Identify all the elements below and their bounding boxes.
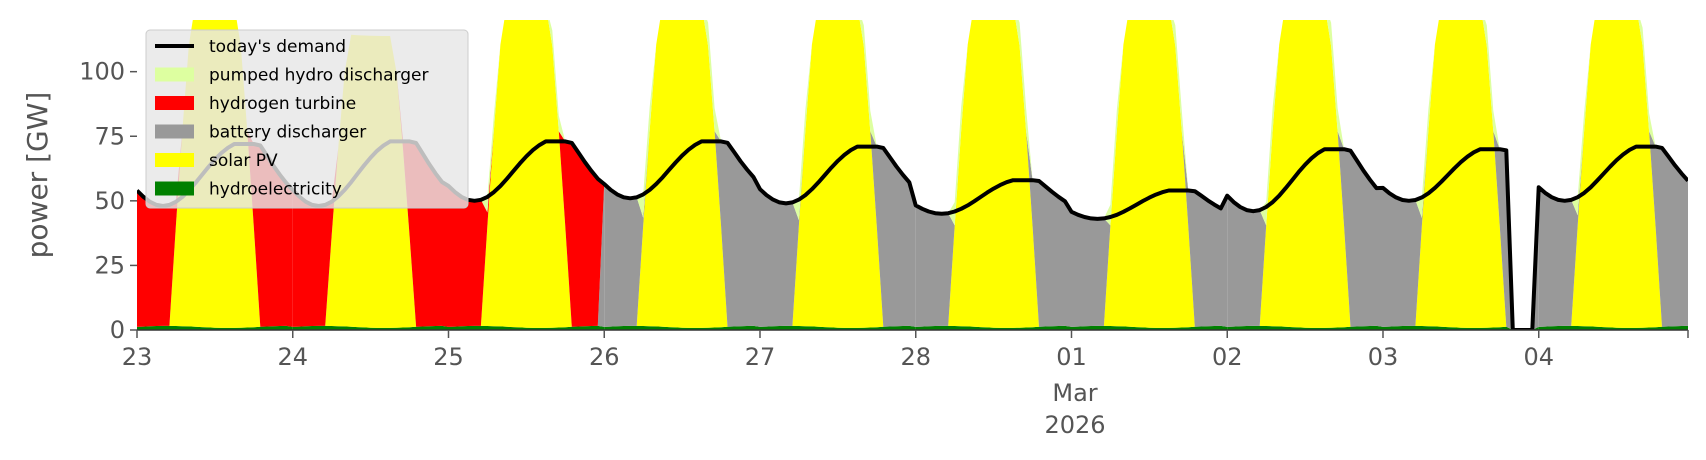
x-tick-label-01: 01 (1056, 343, 1087, 371)
area-solar-pv-2026-02-28 (915, 20, 1072, 328)
legend-label-solar-pv: solar PV (209, 151, 278, 171)
x-tick-label-28: 28 (900, 343, 931, 371)
legend-label-hydroelectricity: hydroelectricity (209, 180, 342, 200)
legend-swatch-hydrogen-turbine (155, 96, 194, 110)
legend-label-hydrogen-turbine: hydrogen turbine (209, 94, 356, 114)
area-hydroelectricity-2026-03-02 (1227, 325, 1383, 330)
area-solar-pv-2026-02-26 (604, 20, 760, 328)
x-tick-label-26: 26 (589, 343, 620, 371)
y-tick-label-25: 25 (94, 251, 125, 279)
area-hydroelectricity-2026-02-26 (604, 325, 760, 330)
area-solar-pv-2026-03-01 (1071, 20, 1228, 328)
legend-swatch-hydroelectricity (155, 181, 194, 196)
legend-swatch-battery-discharger (155, 124, 194, 139)
area-hydroelectricity-2026-02-24 (292, 325, 449, 330)
area-solar-pv-2026-03-03 (1383, 20, 1539, 330)
y-axis: 0 25 50 75 100 (79, 58, 137, 344)
area-hydroelectricity-2026-03-04 (1538, 325, 1688, 330)
legend-label-pumped-hydro-discharger: pumped hydro discharger (209, 66, 428, 86)
y-tick-label-100: 100 (79, 58, 125, 86)
area-battery-discharger-2026-02-28 (915, 20, 1072, 327)
area-battery-discharger-2026-03-01 (1071, 20, 1228, 327)
x-tick-label-03: 03 (1368, 343, 1399, 371)
legend-swatch-pumped-hydro-discharger (155, 67, 194, 82)
area-solar-pv-2026-02-25 (448, 20, 605, 328)
legend-label-battery-discharger: battery discharger (209, 123, 366, 143)
x-tick-label-24: 24 (277, 343, 308, 371)
y-tick-label-0: 0 (110, 316, 125, 344)
legend-swatch-solar-pv (155, 153, 194, 167)
x-tick-label-27: 27 (745, 343, 776, 371)
area-hydroelectricity-2026-03-01 (1071, 325, 1228, 330)
legend-frame (145, 29, 469, 209)
area-battery-discharger-2026-02-27 (760, 20, 916, 327)
legend: today's demand pumped hydro discharger hyd… (145, 29, 469, 209)
area-hydroelectricity-2026-02-27 (760, 325, 916, 330)
y-tick-label-75: 75 (94, 122, 125, 150)
x-year-label: 2026 (1044, 411, 1105, 439)
area-solar-pv-2026-03-04 (1538, 20, 1688, 328)
area-solar-pv-2026-03-02 (1227, 20, 1383, 328)
y-tick-label-50: 50 (94, 187, 125, 215)
x-tick-label-02: 02 (1212, 343, 1243, 371)
area-battery-discharger-2026-03-04 (1538, 20, 1688, 327)
x-month-label: Mar (1052, 379, 1097, 407)
x-axis: 23 24 25 26 27 28 01 02 03 04 (122, 330, 1689, 371)
x-tick-label-25: 25 (433, 343, 464, 371)
area-hydroelectricity-2026-03-03 (1383, 325, 1539, 330)
legend-label-today-s-demand: today's demand (209, 37, 346, 57)
x-tick-label-23: 23 (122, 343, 153, 371)
y-axis-label: power [GW] (21, 92, 54, 259)
area-hydrogen-turbine-2026-02-25 (448, 20, 605, 327)
area-hydroelectricity-2026-02-28 (915, 325, 1072, 330)
area-solar-pv-2026-02-27 (760, 20, 916, 328)
area-hydroelectricity-2026-02-25 (448, 325, 605, 330)
x-tick-label-04: 04 (1523, 343, 1554, 371)
area-battery-discharger-2026-03-03 (1383, 20, 1539, 330)
area-hydroelectricity-2026-02-23 (137, 325, 293, 330)
area-battery-discharger-2026-02-26 (604, 20, 760, 327)
area-battery-discharger-2026-03-02 (1227, 20, 1383, 327)
